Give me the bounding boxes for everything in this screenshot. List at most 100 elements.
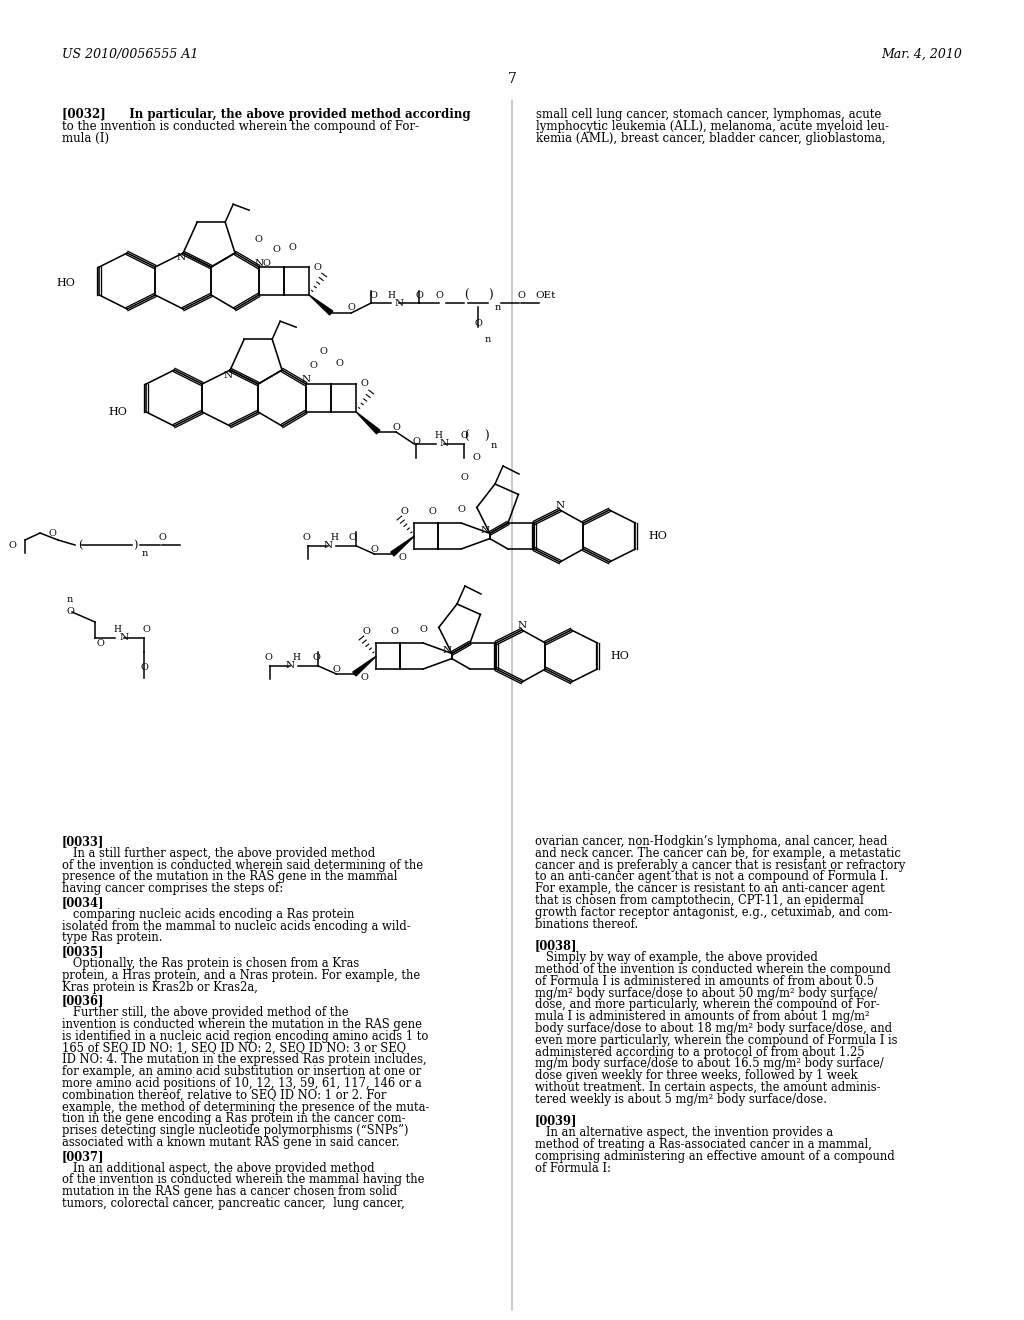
- Text: O: O: [400, 507, 409, 516]
- Text: mula I is administered in amounts of from about 1 mg/m²: mula I is administered in amounts of fro…: [535, 1010, 869, 1023]
- Text: O: O: [472, 453, 480, 462]
- Text: N: N: [439, 440, 449, 449]
- Text: H: H: [293, 653, 300, 663]
- Text: O: O: [413, 437, 420, 446]
- Text: of the invention is conducted wherein the mammal having the: of the invention is conducted wherein th…: [62, 1173, 425, 1187]
- Text: cancer and is preferably a cancer that is resistant or refractory: cancer and is preferably a cancer that i…: [535, 858, 905, 871]
- Text: O: O: [313, 263, 322, 272]
- Text: without treatment. In certain aspects, the amount adminis-: without treatment. In certain aspects, t…: [535, 1081, 881, 1094]
- Text: method of treating a Ras-associated cancer in a mammal,: method of treating a Ras-associated canc…: [535, 1138, 871, 1151]
- Text: O: O: [264, 653, 272, 663]
- Text: O: O: [392, 422, 400, 432]
- Text: N: N: [480, 525, 489, 535]
- Text: invention is conducted wherein the mutation in the RAS gene: invention is conducted wherein the mutat…: [62, 1018, 422, 1031]
- Text: In a still further aspect, the above provided method: In a still further aspect, the above pro…: [62, 847, 375, 859]
- Text: body surface/dose to about 18 mg/m² body surface/dose, and: body surface/dose to about 18 mg/m² body…: [535, 1022, 892, 1035]
- Text: dose, and more particularly, wherein the compound of For-: dose, and more particularly, wherein the…: [535, 998, 880, 1011]
- Text: [0032]  In particular, the above provided method according: [0032] In particular, the above provided…: [62, 108, 471, 121]
- Text: H: H: [331, 533, 338, 543]
- Text: N: N: [394, 298, 403, 308]
- Text: presence of the mutation in the RAS gene in the mammal: presence of the mutation in the RAS gene…: [62, 870, 397, 883]
- Text: to an anti-cancer agent that is not a compound of Formula I.: to an anti-cancer agent that is not a co…: [535, 870, 889, 883]
- Text: H: H: [387, 290, 395, 300]
- Text: O: O: [458, 504, 465, 513]
- Text: [0039]: [0039]: [535, 1114, 578, 1127]
- Text: O: O: [362, 627, 371, 635]
- Polygon shape: [391, 536, 415, 556]
- Text: O: O: [302, 533, 310, 543]
- Text: O: O: [335, 359, 343, 367]
- Text: O: O: [310, 360, 317, 370]
- Text: N: N: [120, 634, 129, 643]
- Text: and neck cancer. The cancer can be, for example, a metastatic: and neck cancer. The cancer can be, for …: [535, 847, 901, 859]
- Text: type Ras protein.: type Ras protein.: [62, 932, 163, 944]
- Text: is identified in a nucleic acid region encoding amino acids 1 to: is identified in a nucleic acid region e…: [62, 1030, 428, 1043]
- Text: N: N: [517, 620, 526, 630]
- Text: n: n: [495, 302, 502, 312]
- Text: mg/m² body surface/dose to about 50 mg/m² body surface/: mg/m² body surface/dose to about 50 mg/m…: [535, 986, 878, 999]
- Polygon shape: [356, 412, 380, 434]
- Text: In an additional aspect, the above provided method: In an additional aspect, the above provi…: [62, 1162, 375, 1175]
- Text: of Formula I:: of Formula I:: [535, 1162, 611, 1175]
- Text: 7: 7: [508, 73, 516, 86]
- Text: O: O: [371, 544, 378, 553]
- Text: that is chosen from camptothecin, CPT-11, an epidermal: that is chosen from camptothecin, CPT-11…: [535, 894, 864, 907]
- Text: O: O: [319, 347, 328, 356]
- Text: method of the invention is conducted wherein the compound: method of the invention is conducted whe…: [535, 964, 891, 975]
- Text: (: (: [464, 289, 469, 301]
- Text: for example, an amino acid substitution or insertion at one or: for example, an amino acid substitution …: [62, 1065, 421, 1078]
- Text: [0037]: [0037]: [62, 1150, 104, 1163]
- Text: O: O: [348, 533, 356, 543]
- Text: tered weekly is about 5 mg/m² body surface/dose.: tered weekly is about 5 mg/m² body surfa…: [535, 1093, 827, 1106]
- Text: O: O: [48, 528, 56, 537]
- Text: O: O: [255, 235, 263, 243]
- Text: mula (I): mula (I): [62, 132, 110, 145]
- Text: Kras protein is Kras2b or Kras2a,: Kras protein is Kras2b or Kras2a,: [62, 981, 258, 994]
- Text: comprising administering an effective amount of a compound: comprising administering an effective am…: [535, 1150, 895, 1163]
- Text: growth factor receptor antagonist, e.g., cetuximab, and com-: growth factor receptor antagonist, e.g.,…: [535, 906, 892, 919]
- Text: example, the method of determining the presence of the muta-: example, the method of determining the p…: [62, 1101, 429, 1114]
- Text: N: N: [555, 500, 564, 510]
- Text: n: n: [492, 441, 498, 450]
- Text: O: O: [158, 532, 166, 541]
- Text: O: O: [435, 290, 443, 300]
- Text: isolated from the mammal to nucleic acids encoding a wild-: isolated from the mammal to nucleic acid…: [62, 920, 411, 933]
- Text: N: N: [324, 541, 333, 550]
- Text: O: O: [416, 290, 423, 300]
- Text: O: O: [67, 607, 74, 616]
- Text: [0036]: [0036]: [62, 994, 104, 1007]
- Text: combination thereof, relative to SEQ ID NO: 1 or 2. For: combination thereof, relative to SEQ ID …: [62, 1089, 386, 1102]
- Text: dose given weekly for three weeks, followed by 1 week: dose given weekly for three weeks, follo…: [535, 1069, 858, 1082]
- Text: O: O: [312, 653, 321, 663]
- Text: n: n: [67, 595, 73, 605]
- Text: tumors, colorectal cancer, pancreatic cancer,  lung cancer,: tumors, colorectal cancer, pancreatic ca…: [62, 1197, 404, 1210]
- Text: ID NO: 4. The mutation in the expressed Ras protein includes,: ID NO: 4. The mutation in the expressed …: [62, 1053, 427, 1067]
- Text: HO: HO: [610, 651, 629, 661]
- Text: n: n: [485, 335, 492, 345]
- Text: [0035]: [0035]: [62, 945, 104, 958]
- Text: N: N: [442, 645, 452, 655]
- Text: Simply by way of example, the above provided: Simply by way of example, the above prov…: [535, 952, 818, 964]
- Text: In an alternative aspect, the invention provides a: In an alternative aspect, the invention …: [535, 1126, 834, 1139]
- Text: For example, the cancer is resistant to an anti-cancer agent: For example, the cancer is resistant to …: [535, 882, 885, 895]
- Text: O: O: [272, 244, 281, 253]
- Text: HO: HO: [56, 279, 75, 288]
- Text: O: O: [370, 290, 377, 300]
- Text: Optionally, the Ras protein is chosen from a Kras: Optionally, the Ras protein is chosen fr…: [62, 957, 359, 970]
- Text: tion in the gene encoding a Ras protein in the cancer com-: tion in the gene encoding a Ras protein …: [62, 1113, 406, 1126]
- Text: Further still, the above provided method of the: Further still, the above provided method…: [62, 1006, 348, 1019]
- Text: HO: HO: [648, 531, 667, 541]
- Text: Mar. 4, 2010: Mar. 4, 2010: [881, 48, 962, 61]
- Text: mg/m body surface/dose to about 16.5 mg/m² body surface/: mg/m body surface/dose to about 16.5 mg/…: [535, 1057, 884, 1071]
- Text: O: O: [142, 626, 150, 635]
- Text: O: O: [140, 664, 147, 672]
- Text: kemia (AML), breast cancer, bladder cancer, glioblastoma,: kemia (AML), breast cancer, bladder canc…: [536, 132, 886, 145]
- Text: O: O: [517, 290, 525, 300]
- Text: even more particularly, wherein the compound of Formula I is: even more particularly, wherein the comp…: [535, 1034, 897, 1047]
- Text: O: O: [288, 243, 296, 252]
- Text: [0038]: [0038]: [535, 940, 578, 953]
- Text: H: H: [434, 432, 442, 441]
- Text: prises detecting single nucleotide polymorphisms (“SNPs”): prises detecting single nucleotide polym…: [62, 1125, 409, 1138]
- Text: O: O: [460, 432, 468, 441]
- Text: ovarian cancer, non-Hodgkin’s lymphoma, anal cancer, head: ovarian cancer, non-Hodgkin’s lymphoma, …: [535, 836, 888, 847]
